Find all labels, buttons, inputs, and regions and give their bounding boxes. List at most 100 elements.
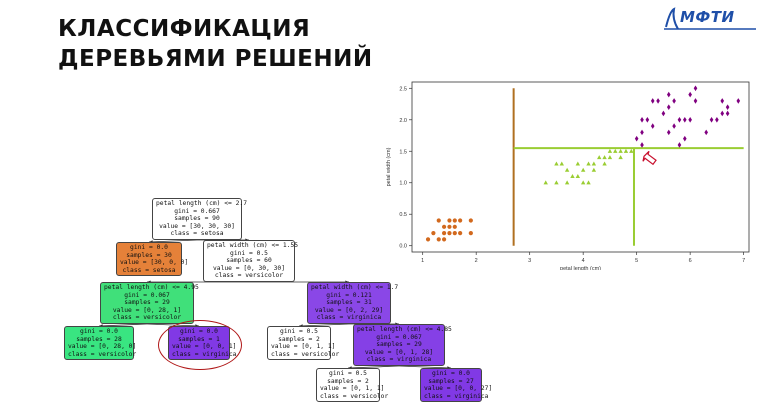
data-point-setosa — [425, 237, 431, 242]
data-point-virginica — [645, 116, 650, 123]
tree-node-line: class = versicolor — [320, 392, 389, 400]
data-point-setosa — [452, 218, 457, 223]
tree-node-line: class = virginica — [424, 392, 489, 400]
tree-node-line: value = [0, 0, 27] — [424, 385, 493, 393]
data-point-virginica — [661, 110, 666, 117]
data-point-virginica — [720, 98, 725, 104]
tree-edge — [398, 365, 452, 369]
tree-node-line: value = [0, 30, 30] — [212, 264, 286, 272]
tree-node-line: class = virginica — [316, 314, 382, 322]
data-point-versicolor — [591, 161, 597, 166]
tree-node-line: samples = 27 — [428, 377, 474, 385]
tree-node-line: value = [0, 1, 1] — [320, 385, 385, 393]
data-point-versicolor — [559, 161, 564, 166]
tree-node: petal width (cm) <= 1.55 gini = 0.5 sample… — [203, 240, 298, 282]
tree-node: petal width (cm) <= 1.7 gini = 0.121 sampl… — [307, 282, 398, 324]
tree-node: gini = 0.5 samples = 2 value = [0, 1, 1] cl… — [267, 326, 339, 361]
tree-edge — [98, 323, 148, 327]
tree-node-line: gini = 0.0 — [80, 328, 118, 335]
x-tick-label: 5 — [635, 258, 638, 264]
data-point-versicolor — [554, 161, 559, 166]
data-point-versicolor — [602, 155, 607, 160]
logo-swoosh-icon — [664, 7, 756, 30]
x-tick-label: 6 — [689, 258, 692, 264]
data-point-virginica — [656, 98, 660, 104]
tree-node-line: samples = 2 — [278, 335, 320, 343]
tree-node-line: petal width (cm) <= 1.55 — [207, 242, 298, 249]
tree-node-line: gini = 0.121 — [326, 291, 372, 299]
data-point-virginica — [666, 129, 671, 136]
tree-node-line: class = versicolor — [214, 272, 284, 280]
data-point-virginica — [650, 98, 655, 104]
scatter-plot-svg: 1 2 3 4 5 6 7 0.0 0.5 1.0 1.5 2.0 2.5 petal length (c… — [386, 81, 750, 272]
tree-node: petal length (cm) <= 4.95 gini = 0.067 sam… — [100, 282, 199, 324]
x-tick-label: 3 — [528, 258, 531, 264]
data-point-virginica — [650, 123, 655, 129]
data-point-virginica — [672, 98, 676, 104]
annotation-arrow-icon — [642, 150, 657, 166]
data-point-versicolor — [618, 155, 623, 160]
tree-node: petal length (cm) <= 2.7 gini = 0.667 samp… — [152, 198, 247, 240]
data-point-versicolor — [613, 148, 618, 153]
data-point-setosa — [431, 231, 436, 236]
data-point-versicolor — [586, 161, 591, 166]
data-point-setosa — [447, 231, 452, 236]
tree-node-line: value = [30, 0, 0] — [120, 259, 189, 267]
x-tick-label: 4 — [582, 258, 585, 264]
tree-node-line: samples = 2 — [327, 377, 369, 385]
data-point-virginica — [704, 129, 709, 136]
data-point-setosa — [468, 231, 473, 236]
data-point-versicolor — [597, 155, 602, 160]
tree-node-line: samples = 28 — [76, 335, 122, 343]
y-tick-label: 2.5 — [399, 86, 407, 92]
data-point-virginica — [640, 142, 644, 148]
tree-node-line: samples = 90 — [174, 215, 220, 223]
tree-node: petal length (cm) <= 4.85 gini = 0.067 sam… — [353, 324, 452, 366]
tree-node-line: petal length (cm) <= 2.7 — [156, 200, 247, 207]
data-point-setosa — [436, 237, 441, 242]
data-point-versicolor — [602, 161, 607, 166]
data-point-versicolor — [564, 167, 570, 172]
tree-node-line: gini = 0.067 — [124, 291, 170, 299]
tree-node-line: value = [0, 28, 1] — [112, 306, 182, 314]
data-point-versicolor — [575, 174, 581, 179]
data-point-virginica — [688, 91, 692, 98]
data-point-versicolor — [575, 161, 581, 166]
data-point-setosa — [447, 218, 452, 223]
tree-node-line: samples = 60 — [226, 257, 272, 265]
data-point-versicolor — [586, 180, 591, 185]
slide-title-line-2: ДЕРЕВЬЯМИ РЕШЕНИЙ — [58, 46, 373, 72]
data-point-versicolor — [591, 167, 597, 172]
data-point-setosa — [458, 218, 463, 223]
tree-node-line: value = [0, 1, 28] — [364, 348, 434, 356]
data-point-versicolor — [607, 155, 613, 160]
data-point-virginica — [725, 110, 730, 117]
data-point-virginica — [634, 135, 639, 142]
data-point-virginica — [709, 116, 714, 123]
tree-node-line: value = [30, 30, 30] — [159, 222, 235, 230]
data-point-setosa — [441, 224, 447, 229]
data-point-virginica — [640, 129, 644, 136]
data-point-setosa — [447, 224, 452, 229]
data-point-virginica — [677, 142, 682, 148]
y-tick-label: 1.0 — [399, 181, 407, 187]
x-axis-label: petal length (cm) — [560, 266, 601, 270]
data-point-virginica — [683, 135, 687, 142]
data-point-virginica — [688, 116, 692, 123]
data-point-setosa — [441, 231, 447, 236]
y-tick-label: 0.0 — [399, 244, 407, 250]
data-point-setosa — [452, 231, 457, 236]
data-point-setosa — [452, 224, 457, 229]
tree-node-line: value = [0, 2, 29] — [314, 306, 384, 314]
data-point-virginica — [720, 110, 725, 117]
data-point-versicolor — [623, 148, 629, 153]
tree-edge — [298, 323, 350, 327]
data-point-virginica — [736, 98, 741, 104]
tree-node-line: samples = 31 — [326, 299, 372, 307]
highlight-oval — [158, 320, 242, 371]
tree-node-line: class = setosa — [170, 230, 224, 238]
tree-node-line: petal length (cm) <= 4.95 — [104, 284, 199, 291]
tree-node-line: samples = 30 — [126, 251, 172, 259]
data-point-virginica — [677, 116, 682, 123]
y-tick-label: 0.5 — [399, 212, 407, 218]
